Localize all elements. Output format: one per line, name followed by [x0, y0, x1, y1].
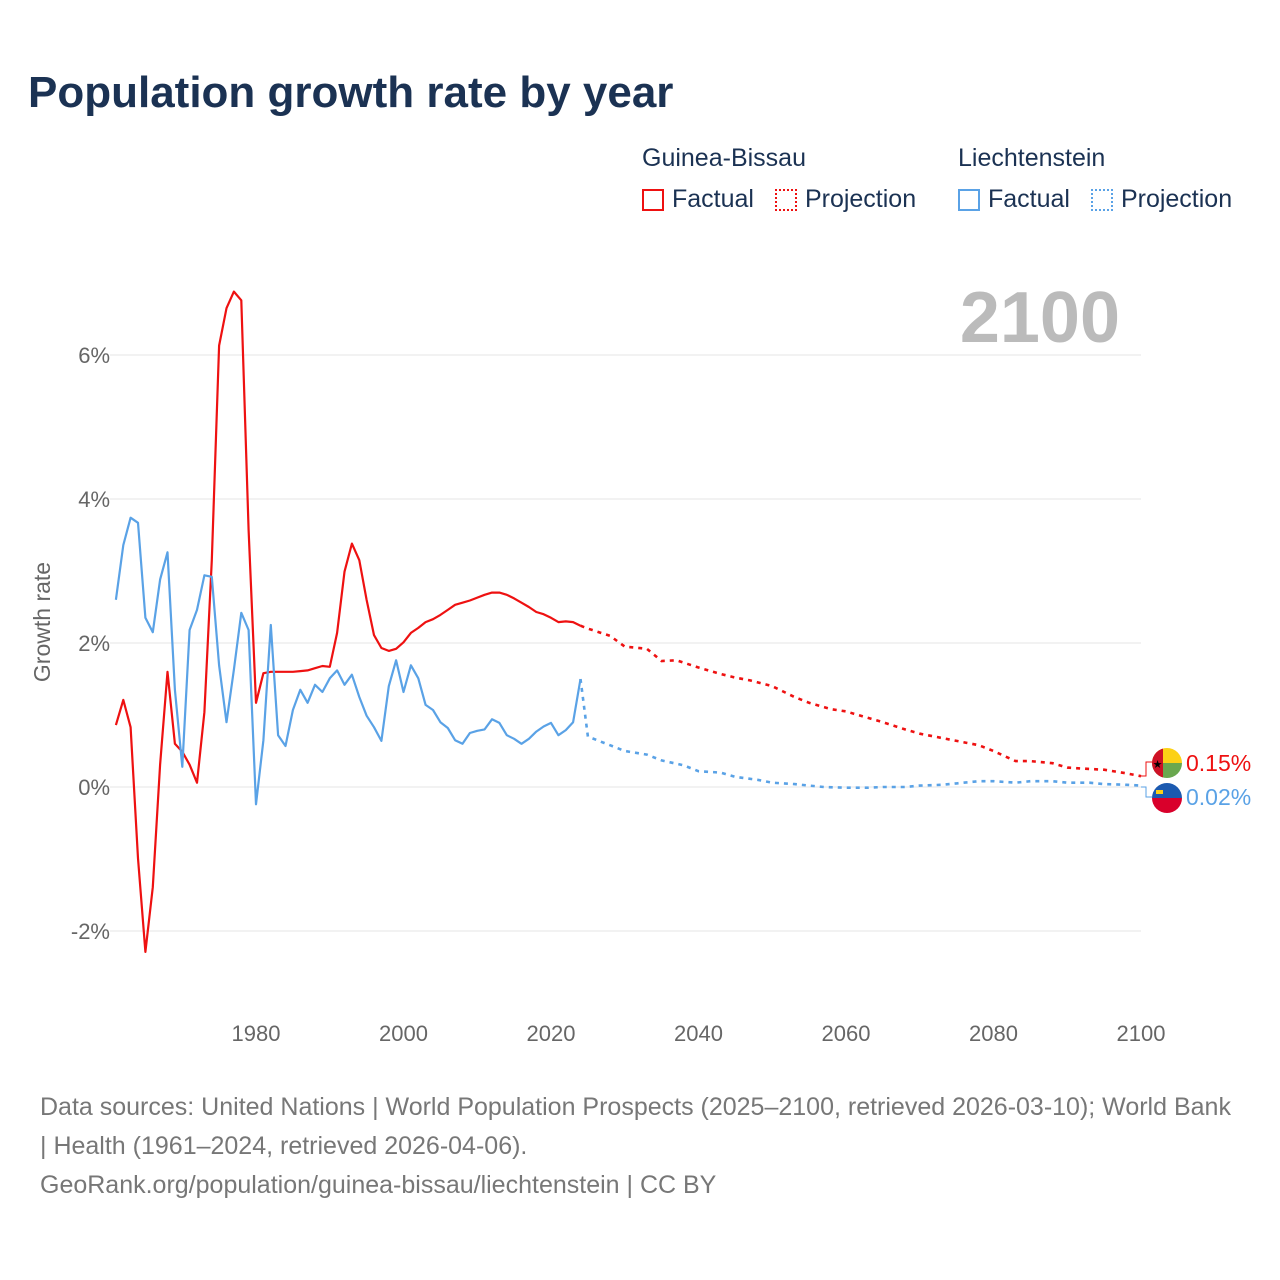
legend-liechtenstein: Liechtenstein Factual Projection	[958, 144, 1246, 218]
y-tick-label: 0%	[78, 775, 110, 800]
x-tick-label: 2000	[379, 1021, 428, 1046]
data-sources: Data sources: United Nations | World Pop…	[40, 1093, 1231, 1160]
chart-title: Population growth rate by year	[28, 68, 674, 117]
x-tick-label: 1980	[232, 1021, 281, 1046]
year-watermark: 2100	[960, 278, 1120, 358]
source-link[interactable]: GeoRank.org/population/guinea-bissau/lie…	[40, 1171, 717, 1199]
series-line-projection-liechtenstein	[579, 678, 1142, 790]
legend-group-name: Liechtenstein	[958, 144, 1106, 172]
swatch-solid	[958, 188, 980, 211]
end-value-label: 0.02%	[1186, 784, 1251, 810]
y-tick-label: 4%	[78, 487, 110, 512]
legend-label: Factual	[672, 185, 754, 213]
end-value-label: 0.15%	[1186, 750, 1251, 776]
legend-item-projection[interactable]: Projection	[1090, 185, 1233, 214]
end-connector	[1141, 786, 1152, 798]
legend-label: Projection	[1120, 185, 1233, 213]
legend-item-factual[interactable]: Factual	[958, 185, 1070, 214]
svg-text:★: ★	[1153, 759, 1163, 771]
end-connector	[1141, 761, 1152, 777]
swatch-dotted	[1090, 188, 1113, 211]
x-tick-label: 2100	[1117, 1021, 1166, 1046]
series-line-factual-guinea-bissau	[114, 290, 581, 954]
swatch-solid	[642, 188, 664, 211]
series-line-factual-liechtenstein	[114, 516, 582, 806]
legend-guinea-bissau: Guinea-Bissau Factual Projection	[642, 144, 930, 218]
y-tick-label: -2%	[71, 919, 110, 944]
swatch-dotted	[774, 188, 797, 211]
x-tick-label: 2020	[527, 1021, 576, 1046]
legend-label: Factual	[988, 185, 1070, 213]
x-tick-label: 2060	[822, 1021, 871, 1046]
y-tick-label: 2%	[78, 631, 110, 656]
legend-label: Projection	[804, 185, 917, 213]
legend-item-factual[interactable]: Factual	[642, 185, 754, 214]
footer: Data sources: United Nations | World Pop…	[40, 1088, 1240, 1205]
legend-item-projection[interactable]: Projection	[774, 185, 917, 214]
series-line-projection-guinea-bissau	[580, 624, 1142, 778]
x-tick-label: 2080	[969, 1021, 1018, 1046]
legend-group-name: Guinea-Bissau	[642, 144, 806, 172]
y-tick-label: 6%	[78, 343, 110, 368]
y-axis-label: Growth rate	[29, 562, 55, 682]
guinea-bissau-flag-icon: ★	[1152, 748, 1182, 778]
liechtenstein-flag-icon	[1152, 783, 1182, 813]
x-tick-label: 2040	[674, 1021, 723, 1046]
